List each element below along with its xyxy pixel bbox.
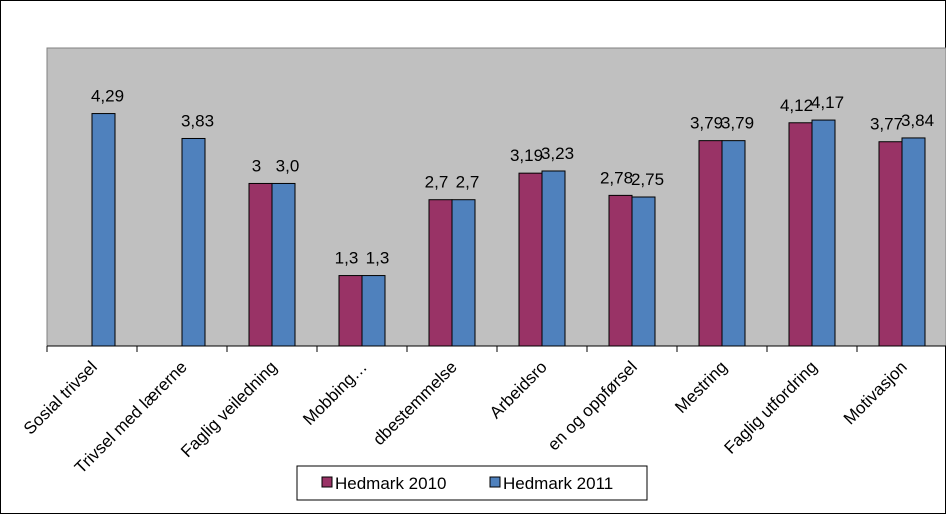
bar (608, 194, 633, 347)
bar (788, 122, 813, 347)
data-label: 3,0 (276, 156, 300, 175)
legend-swatch (321, 476, 333, 488)
data-label: 4,12 (780, 96, 813, 115)
bar (181, 137, 206, 347)
bar (361, 275, 386, 347)
data-label: 3,77 (870, 115, 903, 134)
data-label: 2,7 (456, 173, 480, 192)
legend-label: Hedmark 2010 (335, 474, 447, 493)
legend: Hedmark 2010 Hedmark 2011 (296, 465, 648, 501)
data-label: 3,19 (510, 146, 543, 165)
bar (518, 172, 543, 347)
data-label: 4,29 (91, 87, 124, 106)
legend-box (296, 465, 648, 501)
bar (338, 275, 363, 347)
bar (271, 182, 296, 347)
data-label: 1,3 (366, 249, 390, 268)
bar (428, 199, 453, 347)
data-label: 2,7 (425, 173, 449, 192)
bar (91, 113, 116, 347)
data-label: 2,75 (631, 170, 664, 189)
data-label: 4,17 (811, 93, 844, 112)
bar (451, 199, 476, 347)
data-label: 3,84 (901, 111, 934, 130)
bar (698, 140, 723, 347)
data-label: 3,79 (690, 114, 723, 133)
data-label: 3,79 (721, 114, 754, 133)
bar (248, 182, 273, 347)
bar (878, 141, 903, 347)
legend-label: Hedmark 2011 (503, 474, 613, 493)
data-label: 2,78 (600, 168, 633, 187)
bar (541, 170, 566, 347)
data-label: 3,23 (541, 144, 574, 163)
bar (721, 140, 746, 347)
data-label: 1,3 (335, 249, 359, 268)
bar (901, 137, 926, 347)
bar (631, 196, 656, 347)
bar (811, 119, 836, 347)
data-label: 3 (252, 156, 261, 175)
data-label: 3,83 (181, 111, 214, 130)
legend-swatch (489, 476, 501, 488)
